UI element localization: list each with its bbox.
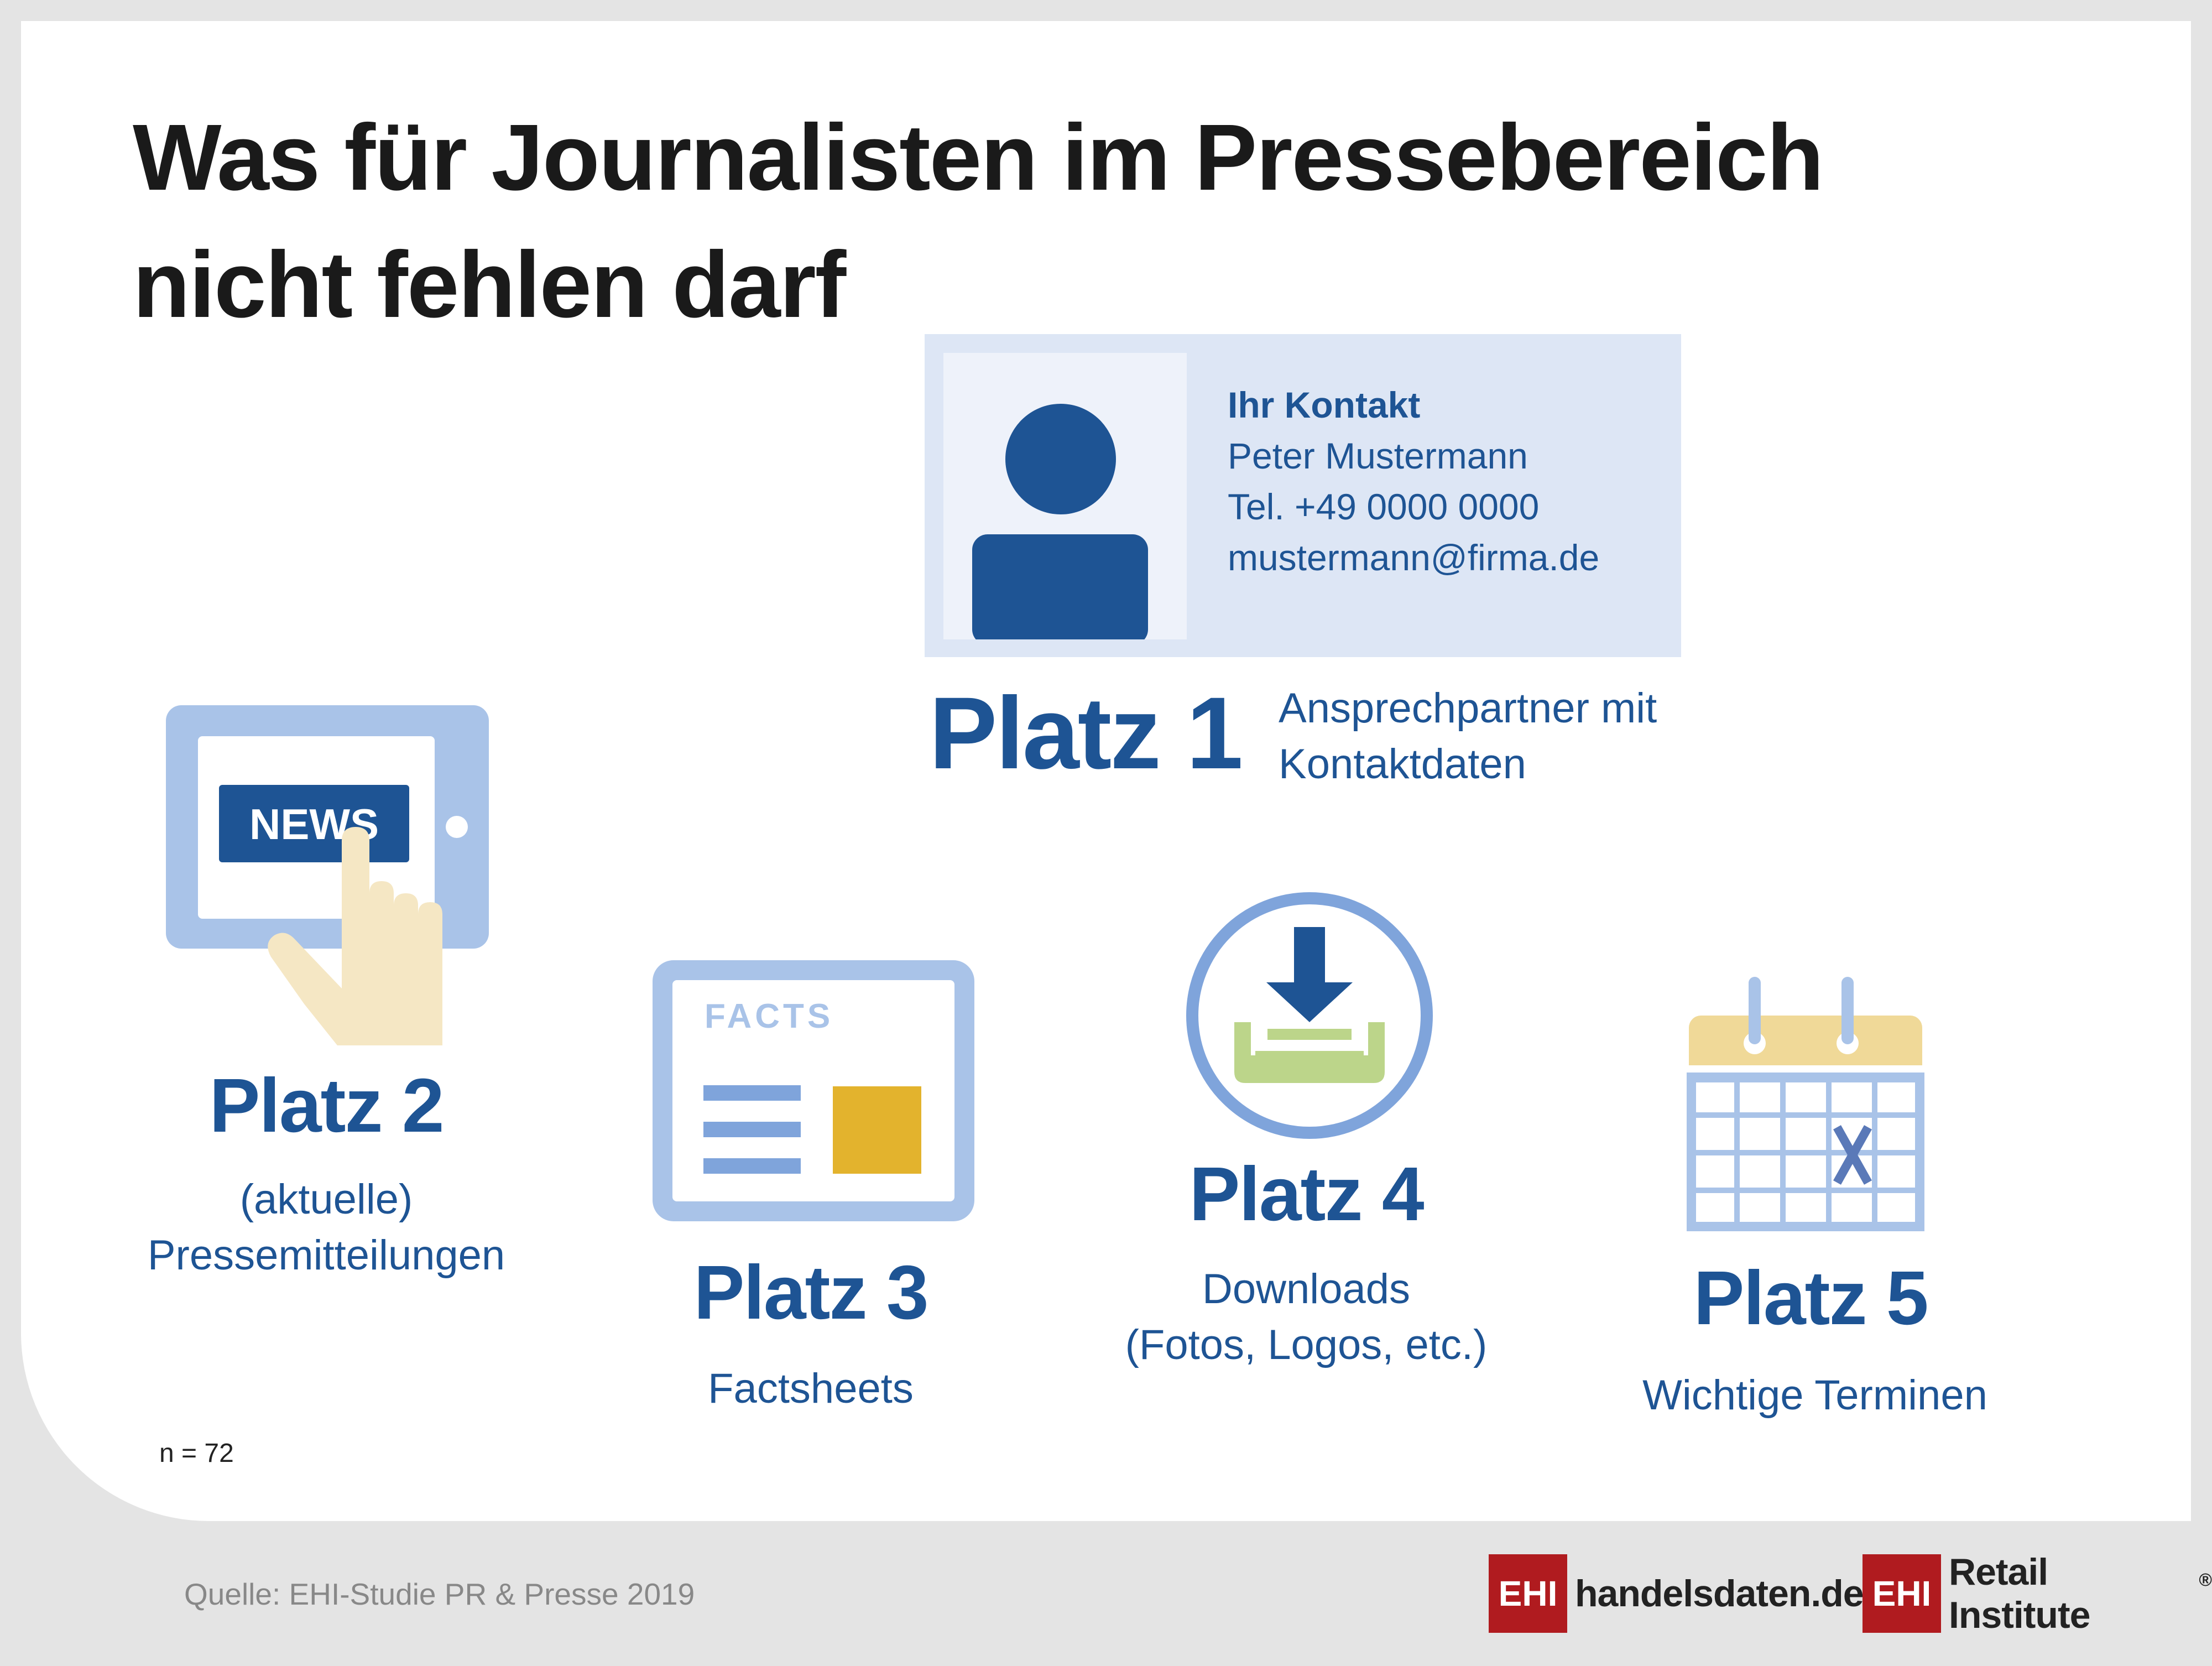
- rank-1-description: Ansprechpartner mit Kontaktdaten: [1279, 685, 1657, 788]
- source-note: Quelle: EHI-Studie PR & Presse 2019: [184, 1577, 695, 1611]
- registered-mark: ®: [2199, 1570, 2212, 1590]
- rank-3-description: Factsheets: [708, 1365, 914, 1412]
- factsheet-icon: FACTS: [653, 960, 974, 1221]
- contact-name: Peter Mustermann: [1228, 435, 1528, 476]
- calendar-icon: [1686, 977, 1925, 1232]
- rank-2-description: (aktuelle) Pressemitteilungen: [147, 1176, 505, 1279]
- rank-3-label: Platz 3: [693, 1250, 928, 1335]
- download-icon: [1183, 889, 1436, 1142]
- contact-phone: Tel. +49 0000 0000: [1228, 486, 1540, 527]
- page-title: Was für Journalisten im Pressebereich ni…: [133, 105, 1824, 337]
- contact-card: Ihr Kontakt Peter Mustermann Tel. +49 00…: [925, 334, 1681, 657]
- contact-email: mustermann@firma.de: [1228, 537, 1600, 578]
- handelsdaten-logo-text: handelsdaten.de: [1575, 1573, 1864, 1615]
- ehi-logo-box: EHI: [1489, 1554, 1567, 1633]
- ehi-retail-institute-logo: EHI Retail Institute ®: [1863, 1551, 2212, 1636]
- handelsdaten-logo: EHI handelsdaten.de: [1489, 1554, 1864, 1633]
- rank-1-label: Platz 1: [929, 676, 1243, 790]
- rank-4-description: Downloads (Fotos, Logos, etc.): [1125, 1266, 1488, 1368]
- person-icon: [943, 353, 1187, 639]
- rank-5-label: Platz 5: [1693, 1256, 1928, 1341]
- rank-4-label: Platz 4: [1189, 1152, 1424, 1237]
- rank-5-description: Wichtige Terminen: [1642, 1372, 1987, 1419]
- contact-heading: Ihr Kontakt: [1228, 384, 1421, 425]
- svg-text:FACTS: FACTS: [705, 997, 833, 1035]
- sample-size: n = 72: [159, 1439, 234, 1468]
- retail-institute-logo-text: Retail Institute: [1948, 1551, 2090, 1636]
- rank-2-label: Platz 2: [209, 1063, 444, 1148]
- tablet-news-icon: NEWS: [166, 705, 498, 1045]
- ehi-logo-box: EHI: [1863, 1554, 1941, 1633]
